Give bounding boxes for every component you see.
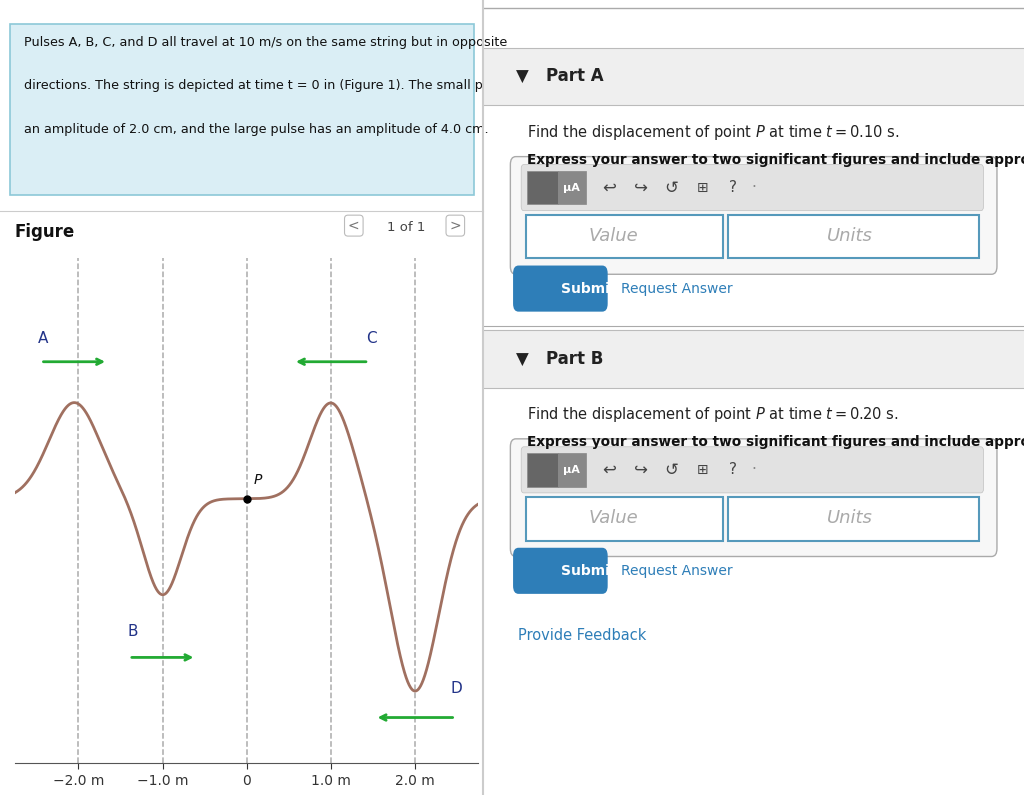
FancyBboxPatch shape	[9, 24, 474, 195]
Text: Submit: Submit	[561, 281, 616, 296]
Text: ⊞: ⊞	[697, 463, 709, 477]
Text: Find the displacement of point $P$ at time $t = 0.10$ s.: Find the displacement of point $P$ at ti…	[526, 123, 899, 142]
Text: μA: μA	[563, 465, 581, 475]
Text: μA: μA	[563, 183, 581, 192]
Text: Request Answer: Request Answer	[622, 281, 733, 296]
Text: 1 of 1: 1 of 1	[387, 221, 425, 234]
Text: C: C	[367, 331, 377, 346]
Text: D: D	[451, 681, 462, 696]
Text: Request Answer: Request Answer	[622, 564, 733, 578]
Text: Units: Units	[826, 227, 872, 245]
Text: ?: ?	[729, 463, 737, 477]
Text: ↩: ↩	[602, 461, 616, 479]
FancyBboxPatch shape	[510, 439, 997, 556]
Text: <: <	[348, 219, 359, 233]
FancyBboxPatch shape	[526, 453, 558, 487]
Text: ↩: ↩	[602, 179, 616, 196]
FancyBboxPatch shape	[558, 453, 586, 487]
Bar	[525, 215, 723, 258]
Bar	[728, 215, 979, 258]
Text: Units: Units	[826, 510, 872, 527]
FancyBboxPatch shape	[558, 171, 586, 204]
Text: ⊞: ⊞	[697, 180, 709, 195]
Text: ↺: ↺	[665, 179, 678, 196]
Text: ·: ·	[751, 180, 756, 195]
Text: Figure: Figure	[14, 223, 75, 241]
Text: ↪: ↪	[634, 461, 647, 479]
Text: Value: Value	[589, 227, 639, 245]
Text: Provide Feedback: Provide Feedback	[518, 628, 647, 643]
Text: >: >	[450, 219, 461, 233]
FancyBboxPatch shape	[521, 447, 983, 493]
FancyBboxPatch shape	[521, 165, 983, 211]
Text: ▼   Part B: ▼ Part B	[516, 350, 603, 368]
Text: Find the displacement of point $P$ at time $t = 0.20$ s.: Find the displacement of point $P$ at ti…	[526, 405, 898, 425]
Text: ?: ?	[729, 180, 737, 195]
FancyBboxPatch shape	[526, 171, 558, 204]
Text: Express your answer to two significant figures and include appropriate units.: Express your answer to two significant f…	[526, 435, 1024, 449]
FancyBboxPatch shape	[513, 266, 607, 312]
Text: Express your answer to two significant figures and include appropriate units.: Express your answer to two significant f…	[526, 153, 1024, 167]
FancyBboxPatch shape	[513, 548, 607, 594]
Text: ·: ·	[751, 463, 756, 477]
FancyBboxPatch shape	[510, 157, 997, 274]
Text: ↪: ↪	[634, 179, 647, 196]
Text: directions. The string is depicted at time t = 0 in (Figure 1). The small pulses: directions. The string is depicted at ti…	[25, 80, 552, 92]
Text: $P$: $P$	[253, 473, 263, 487]
Text: ▼   Part A: ▼ Part A	[516, 68, 603, 85]
Text: Value: Value	[589, 510, 639, 527]
Text: Pulses A, B, C, and D all travel at 10 m/s on the same string but in opposite: Pulses A, B, C, and D all travel at 10 m…	[25, 36, 508, 48]
Bar	[483, 48, 1024, 105]
Text: A: A	[38, 331, 48, 346]
Bar	[728, 497, 979, 541]
Bar	[525, 497, 723, 541]
Bar	[483, 330, 1024, 388]
Text: B: B	[127, 624, 138, 639]
Text: ↺: ↺	[665, 461, 678, 479]
Text: Submit: Submit	[561, 564, 616, 578]
Text: an amplitude of 2.0 cm, and the large pulse has an amplitude of 4.0 cm.: an amplitude of 2.0 cm, and the large pu…	[25, 123, 488, 136]
